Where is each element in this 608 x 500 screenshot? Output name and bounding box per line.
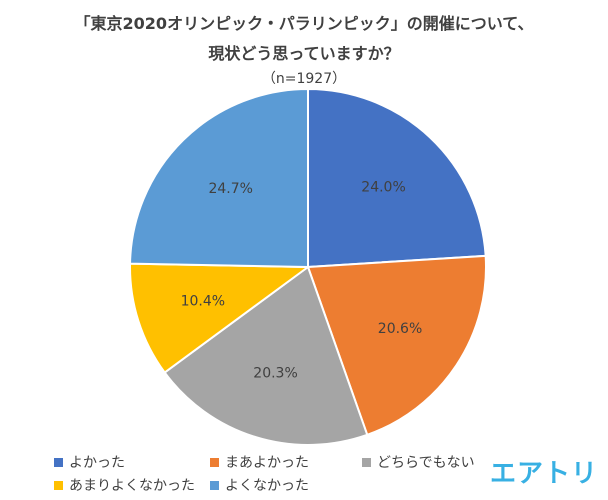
data-label-2: 20.6%	[378, 321, 422, 337]
data-label-3: 20.3%	[253, 365, 297, 381]
legend-swatch	[54, 480, 63, 490]
legend-swatch	[210, 457, 219, 467]
data-label-1: 24.0%	[361, 180, 405, 196]
legend-label: どちらでもない	[377, 455, 475, 471]
legend-swatch	[210, 480, 219, 490]
legend-swatch	[362, 457, 371, 467]
sample-size-label: （n=1927）	[261, 71, 347, 87]
brand-logo: エアトリ	[489, 459, 598, 489]
chart-title-line-1: 「東京2020オリンピック・パラリンピック」の開催について、	[74, 14, 534, 33]
legend-item-2: まあよかった	[210, 452, 309, 472]
data-label-4: 10.4%	[181, 293, 225, 309]
pie-slice-1	[307, 87, 487, 269]
legend-label: よくなかった	[225, 478, 309, 494]
legend-label: まあよかった	[225, 455, 309, 471]
data-label-5: 24.7%	[208, 181, 252, 197]
legend-item-4: あまりよくなかった	[54, 475, 195, 495]
legend-item-1: よかった	[54, 452, 125, 472]
legend-item-3: どちらでもない	[362, 452, 475, 472]
legend-item-5: よくなかった	[210, 475, 309, 495]
pie-slice-4	[129, 262, 311, 374]
legend-label: あまりよくなかった	[69, 478, 195, 494]
chart-title-line-2: 現状どう思っていますか？	[208, 44, 400, 63]
legend-swatch	[54, 457, 63, 467]
pie-slice-5	[129, 87, 309, 269]
legend-label: よかった	[69, 455, 125, 471]
pie-slice-3	[163, 265, 369, 446]
